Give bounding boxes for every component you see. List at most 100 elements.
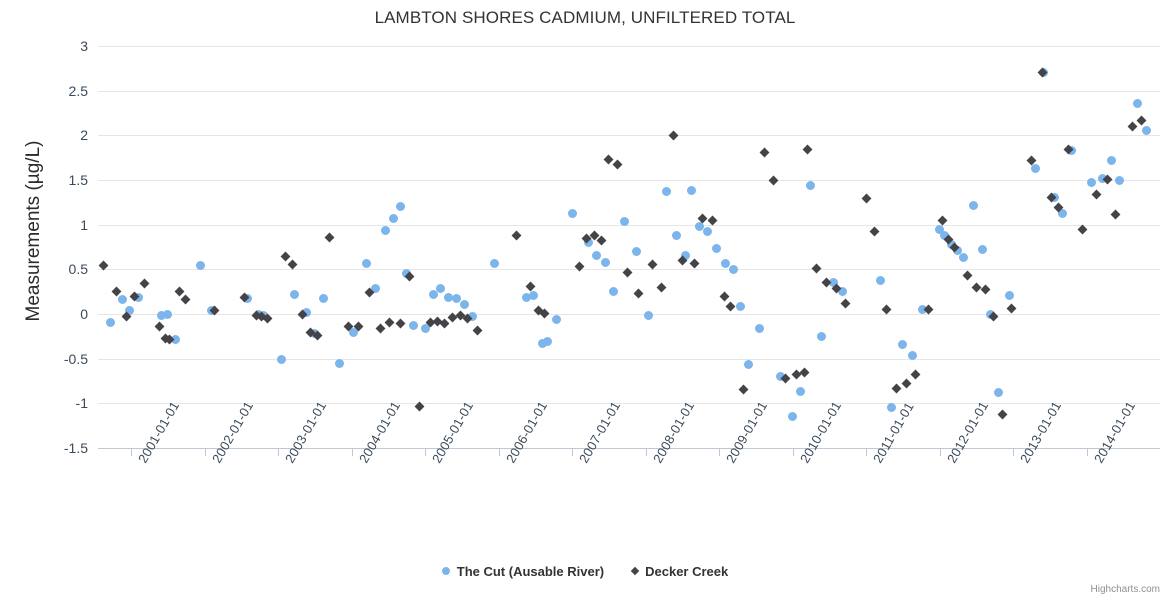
data-point[interactable]	[473, 325, 483, 336]
data-point[interactable]	[1030, 163, 1040, 173]
data-point[interactable]	[887, 403, 897, 413]
data-point[interactable]	[677, 255, 688, 266]
data-point[interactable]	[881, 304, 892, 315]
data-point[interactable]	[324, 232, 335, 243]
data-point[interactable]	[528, 290, 538, 300]
data-point[interactable]	[997, 409, 1008, 419]
data-point[interactable]	[170, 335, 180, 345]
data-point[interactable]	[721, 258, 731, 268]
data-point[interactable]	[287, 259, 298, 270]
data-point[interactable]	[280, 251, 291, 262]
data-point[interactable]	[404, 271, 415, 282]
data-point[interactable]	[139, 278, 150, 289]
data-point[interactable]	[791, 369, 802, 380]
data-point[interactable]	[662, 187, 672, 197]
data-point[interactable]	[702, 227, 712, 237]
data-point[interactable]	[583, 238, 593, 248]
data-point[interactable]	[656, 282, 667, 293]
data-point[interactable]	[432, 316, 443, 327]
data-point[interactable]	[459, 299, 469, 309]
data-point[interactable]	[160, 333, 171, 344]
data-point[interactable]	[993, 388, 1003, 398]
data-point[interactable]	[552, 314, 562, 324]
data-point[interactable]	[174, 286, 185, 297]
data-point[interactable]	[689, 259, 699, 269]
data-point[interactable]	[591, 250, 601, 260]
data-point[interactable]	[816, 331, 826, 341]
legend-item[interactable]: The Cut (Ausable River)	[441, 563, 604, 579]
data-point[interactable]	[111, 286, 122, 297]
data-point[interactable]	[891, 383, 902, 394]
data-point[interactable]	[633, 288, 644, 299]
data-point[interactable]	[725, 301, 735, 312]
data-point[interactable]	[918, 305, 928, 315]
data-point[interactable]	[1098, 173, 1108, 183]
data-point[interactable]	[953, 246, 963, 256]
data-point[interactable]	[290, 289, 300, 299]
data-point[interactable]	[452, 294, 462, 304]
data-point[interactable]	[643, 311, 653, 321]
data-point[interactable]	[600, 257, 610, 267]
data-point[interactable]	[375, 323, 386, 334]
data-point[interactable]	[603, 154, 614, 165]
data-point[interactable]	[1133, 98, 1143, 108]
data-point[interactable]	[242, 294, 252, 304]
data-point[interactable]	[521, 292, 531, 302]
data-point[interactable]	[240, 292, 250, 302]
data-point[interactable]	[105, 318, 115, 328]
data-point[interactable]	[935, 224, 944, 234]
data-point[interactable]	[371, 283, 381, 293]
data-point[interactable]	[697, 213, 708, 224]
data-point[interactable]	[968, 200, 978, 210]
data-point[interactable]	[425, 317, 436, 328]
data-point[interactable]	[429, 289, 439, 299]
data-point[interactable]	[799, 367, 810, 378]
data-point[interactable]	[489, 259, 499, 269]
data-point[interactable]	[251, 310, 262, 321]
data-point[interactable]	[949, 242, 960, 253]
data-point[interactable]	[1077, 224, 1088, 235]
data-point[interactable]	[348, 328, 358, 338]
data-point[interactable]	[334, 358, 344, 368]
data-point[interactable]	[312, 330, 322, 341]
data-point[interactable]	[821, 277, 832, 288]
data-point[interactable]	[898, 339, 908, 349]
data-point[interactable]	[305, 327, 316, 338]
data-point[interactable]	[1110, 209, 1121, 220]
data-point[interactable]	[384, 317, 395, 328]
data-point[interactable]	[612, 159, 623, 170]
data-point[interactable]	[686, 186, 696, 196]
data-point[interactable]	[1037, 67, 1048, 78]
data-point[interactable]	[671, 230, 681, 240]
data-point[interactable]	[380, 226, 390, 236]
data-point[interactable]	[538, 338, 548, 348]
data-point[interactable]	[164, 334, 175, 345]
data-point[interactable]	[444, 293, 454, 303]
data-point[interactable]	[1127, 121, 1138, 132]
data-point[interactable]	[1039, 68, 1049, 78]
data-point[interactable]	[395, 202, 405, 212]
data-point[interactable]	[1067, 146, 1077, 156]
data-point[interactable]	[861, 193, 871, 204]
data-point[interactable]	[133, 293, 143, 303]
data-point[interactable]	[735, 302, 745, 312]
data-point[interactable]	[1058, 209, 1068, 219]
data-point[interactable]	[542, 337, 552, 347]
data-point[interactable]	[156, 311, 166, 321]
data-point[interactable]	[1091, 189, 1102, 200]
data-point[interactable]	[589, 230, 600, 241]
data-point[interactable]	[796, 387, 806, 397]
data-point[interactable]	[980, 284, 991, 295]
data-point[interactable]	[802, 144, 813, 155]
data-point[interactable]	[1106, 155, 1116, 165]
data-point[interactable]	[776, 372, 786, 382]
data-point[interactable]	[940, 230, 950, 240]
data-point[interactable]	[759, 147, 770, 158]
data-point[interactable]	[901, 378, 912, 389]
data-point[interactable]	[1004, 290, 1014, 300]
data-point[interactable]	[838, 287, 847, 297]
data-point[interactable]	[806, 180, 816, 190]
data-point[interactable]	[511, 230, 522, 241]
data-point[interactable]	[971, 282, 982, 293]
data-point[interactable]	[129, 291, 139, 302]
